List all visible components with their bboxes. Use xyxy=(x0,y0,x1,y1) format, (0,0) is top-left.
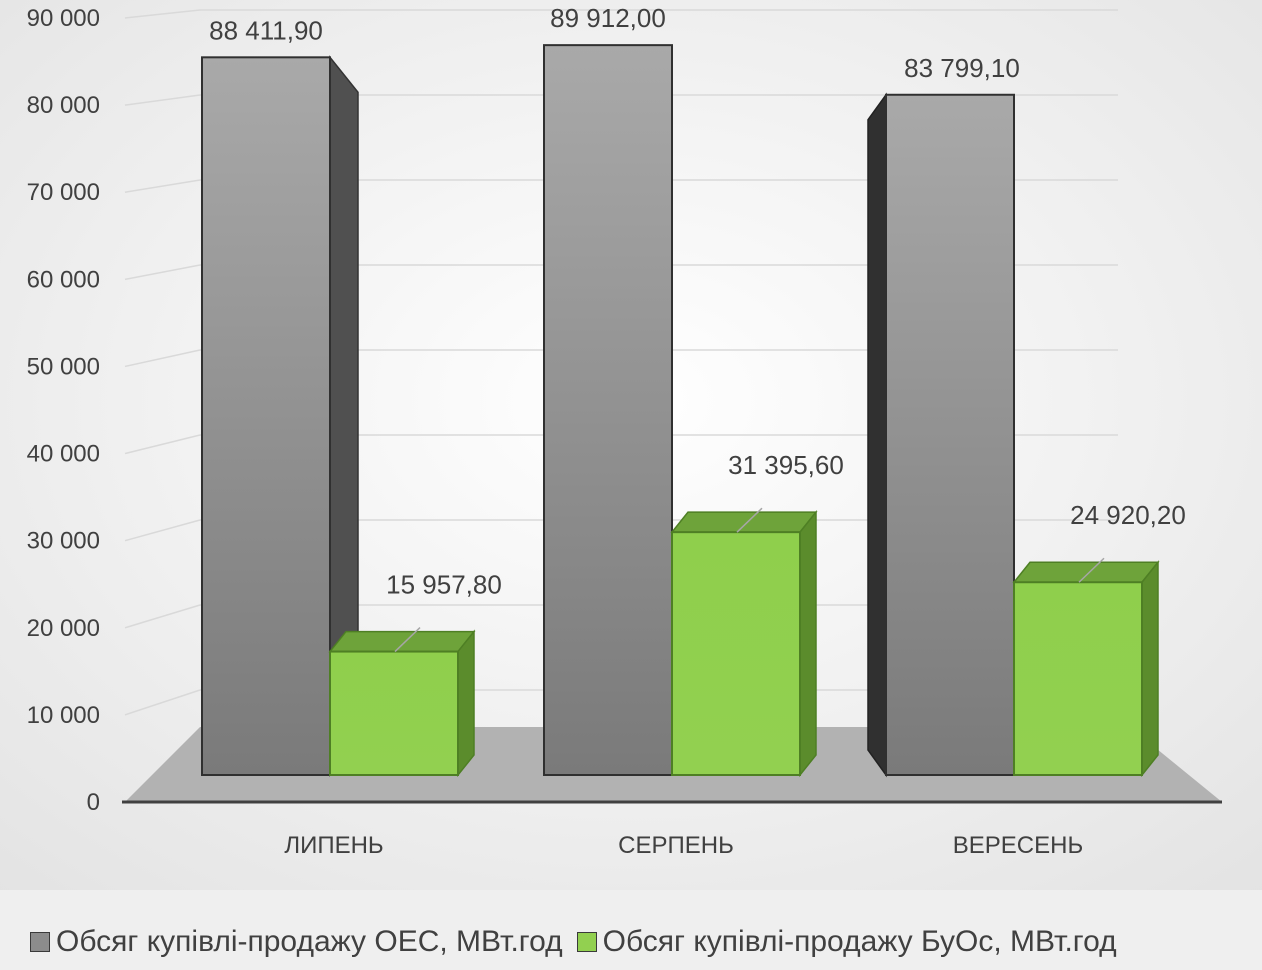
legend-label-series-1: Обсяг купівлі-продажу ОЕС, МВт.год xyxy=(56,925,563,958)
leader-line xyxy=(736,507,763,533)
bar-grey xyxy=(201,56,331,776)
gridline-side xyxy=(124,264,201,281)
bar-green-side xyxy=(1141,560,1159,778)
gridline-side xyxy=(124,434,201,455)
data-label-series-2: 24 920,20 xyxy=(1070,500,1186,530)
y-tick-label: 10 000 xyxy=(27,702,100,729)
bar-green xyxy=(671,531,801,776)
legend-item-series-1: Обсяг купівлі-продажу ОЕС, МВт.год xyxy=(30,925,563,959)
data-label-series-1: 83 799,10 xyxy=(904,53,1020,83)
y-tick-label: 40 000 xyxy=(27,441,100,468)
x-tick-label: СЕРПЕНЬ xyxy=(618,832,734,859)
bar-green-top xyxy=(1012,561,1160,583)
x-tick-label: ЛИПЕНЬ xyxy=(284,832,383,859)
y-tick-label: 30 000 xyxy=(27,528,100,555)
data-label-series-1: 89 912,00 xyxy=(550,3,666,33)
gridline-side xyxy=(124,519,201,542)
y-tick-label: 0 xyxy=(87,789,100,816)
leader-line xyxy=(394,627,421,653)
gridline-side xyxy=(124,349,201,368)
bar-green-top xyxy=(670,511,818,533)
y-tick-label: 90 000 xyxy=(27,5,100,32)
legend: Обсяг купівлі-продажу ОЕС, МВт.год Обсяг… xyxy=(30,925,1117,959)
y-tick-label: 20 000 xyxy=(27,615,100,642)
bar-green-side xyxy=(457,629,475,778)
y-tick-label: 70 000 xyxy=(27,179,100,206)
legend-item-series-2: Обсяг купівлі-продажу БуОс, МВт.год xyxy=(576,925,1117,959)
gridline-side xyxy=(124,604,201,629)
gridline-side xyxy=(124,179,201,193)
bar-green xyxy=(1013,581,1143,776)
bar-grey xyxy=(885,93,1015,776)
bar-green-side xyxy=(799,510,817,778)
y-tick-label: 50 000 xyxy=(27,353,100,380)
data-label-series-2: 15 957,80 xyxy=(386,570,502,600)
gridline-side xyxy=(124,94,201,106)
bar-green xyxy=(329,650,459,776)
data-label-series-1: 88 411,90 xyxy=(209,15,323,45)
axes: 0 10 000 20 000 30 000 40 000 50 000 60 000 70 … xyxy=(27,5,1222,859)
data-labels: 88 411,90 15 957,80 89 912,00 31 395,60 83 7… xyxy=(209,3,1186,653)
x-tick-label: ВЕРЕСЕНЬ xyxy=(953,832,1083,859)
bar-side xyxy=(867,92,887,778)
data-label-series-2: 31 395,60 xyxy=(728,450,844,480)
bars xyxy=(201,44,1160,778)
legend-background xyxy=(0,890,1262,970)
bar-grey xyxy=(543,44,673,776)
legend-swatch-grey xyxy=(30,932,50,952)
gridline-side xyxy=(124,9,201,19)
bar-green-top xyxy=(328,630,476,653)
legend-swatch-green xyxy=(576,932,597,952)
leader-line xyxy=(1078,557,1105,583)
gridline-side xyxy=(124,689,201,716)
legend-label-series-2: Обсяг купівлі-продажу БуОс, МВт.год xyxy=(602,925,1117,958)
y-tick-label: 80 000 xyxy=(27,92,100,119)
y-tick-label: 60 000 xyxy=(27,266,100,293)
